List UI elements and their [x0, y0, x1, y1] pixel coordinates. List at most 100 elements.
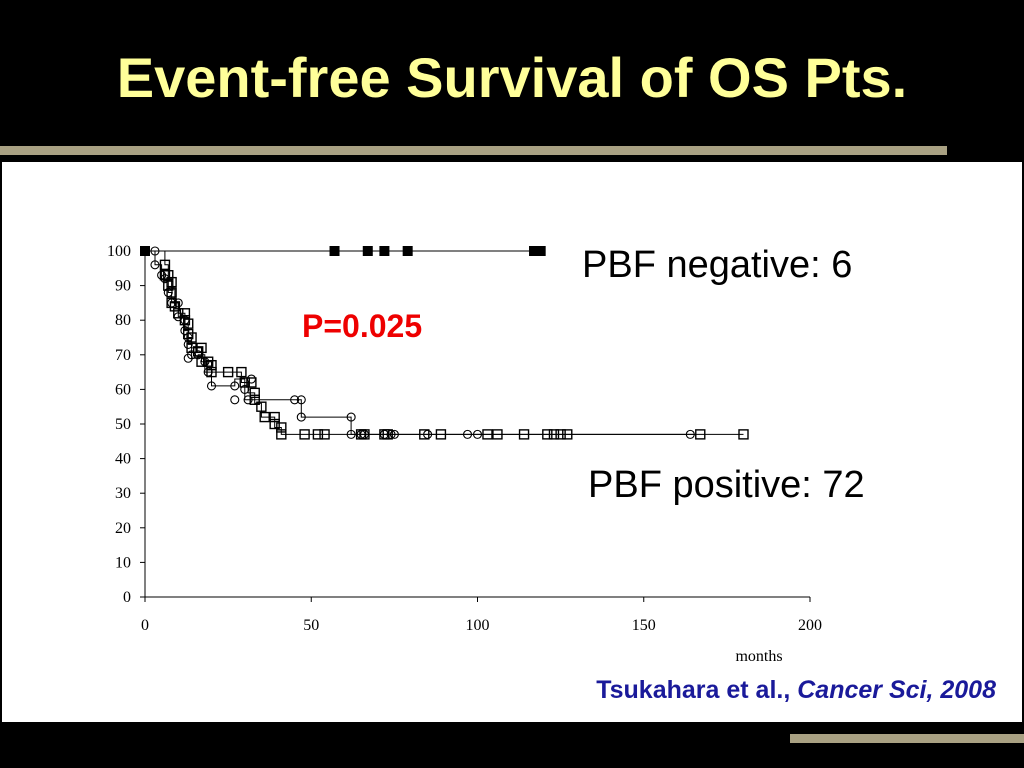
- open-square-marker: [202, 356, 214, 367]
- open-circle-marker: [685, 429, 695, 439]
- open-square-marker: [276, 429, 287, 440]
- open-square-marker: [239, 377, 250, 388]
- y-tick-label: 0: [123, 589, 131, 606]
- open-circle-marker: [346, 429, 356, 439]
- open-square-marker: [299, 429, 310, 440]
- open-square-marker: [196, 356, 207, 367]
- open-square-marker: [166, 276, 177, 288]
- title-underline-bar: [0, 146, 947, 155]
- y-tick-label: 90: [115, 278, 131, 295]
- open-circle-marker: [187, 350, 197, 360]
- open-square-marker: [169, 301, 181, 312]
- open-square-marker: [206, 366, 217, 378]
- open-circle-marker: [230, 381, 240, 391]
- x-tick-label: 0: [141, 617, 149, 634]
- y-tick-label: 40: [115, 451, 131, 468]
- open-square-marker: [419, 429, 430, 440]
- filled-square-marker: [529, 246, 540, 256]
- y-tick-label: 80: [115, 312, 131, 329]
- y-tick-label: 50: [115, 416, 131, 433]
- slide-title: Event-free Survival of OS Pts.: [116, 46, 908, 109]
- filled-square-marker: [329, 246, 340, 256]
- open-square-marker: [246, 377, 257, 388]
- open-square-marker: [236, 366, 247, 378]
- open-square-marker: [518, 429, 530, 440]
- open-square-marker: [166, 287, 177, 298]
- open-square-marker: [183, 318, 194, 329]
- open-square-marker: [435, 429, 447, 440]
- open-circle-marker: [389, 429, 399, 439]
- open-square-marker: [555, 429, 566, 440]
- citation-journal: Cancer Sci, 2008: [797, 676, 996, 704]
- open-square-marker: [163, 280, 174, 291]
- citation: Tsukahara et al., Cancer Sci, 2008: [596, 676, 996, 705]
- open-circle-marker: [290, 395, 300, 405]
- open-square-marker: [359, 429, 370, 440]
- open-circle-marker: [472, 429, 483, 439]
- p-value-label: P=0.025: [302, 308, 423, 344]
- open-square-marker: [186, 332, 197, 343]
- open-circle-marker: [296, 395, 306, 405]
- citation-authors: Tsukahara et al.,: [596, 676, 791, 704]
- open-square-marker: [562, 429, 573, 440]
- open-square-marker: [163, 270, 174, 281]
- survival-chart: 0 10 20 30 40 50 60 70 80 90 100 0 50 100 150 200 month…: [107, 243, 822, 665]
- open-square-marker: [192, 346, 204, 357]
- filled-square-marker: [379, 246, 390, 256]
- open-square-marker: [186, 342, 197, 354]
- open-square-marker: [276, 422, 287, 433]
- open-circle-marker: [296, 412, 306, 422]
- open-square-marker: [173, 308, 184, 319]
- y-tick-label: 70: [115, 347, 131, 364]
- open-square-marker: [482, 429, 493, 440]
- axes: 0 10 20 30 40 50 60 70 80 90 100 0 50 100 150 200: [107, 243, 822, 634]
- open-circle-marker: [240, 384, 250, 394]
- x-tick-label: 100: [466, 617, 490, 634]
- filled-square-marker: [402, 246, 413, 256]
- open-circle-marker: [150, 260, 160, 270]
- open-square-marker: [312, 429, 324, 440]
- x-axis-title: months: [735, 648, 782, 665]
- open-square-marker: [179, 314, 191, 326]
- open-square-marker: [319, 429, 330, 440]
- open-square-marker: [249, 387, 260, 399]
- series-2-curve: [145, 250, 744, 435]
- open-square-marker: [196, 342, 207, 354]
- open-square-marker: [695, 429, 706, 440]
- open-square-marker: [179, 308, 191, 319]
- x-tick-label: 200: [798, 617, 822, 634]
- filled-square-marker: [140, 246, 150, 256]
- open-square-marker: [492, 429, 503, 440]
- open-square-marker: [382, 429, 393, 440]
- open-square-marker: [222, 366, 234, 378]
- x-tick-label: 150: [632, 617, 656, 634]
- x-tick-label: 50: [303, 617, 319, 634]
- open-circle-marker: [183, 339, 193, 349]
- open-square-marker: [256, 401, 267, 412]
- open-circle-marker: [173, 298, 183, 308]
- open-square-marker: [738, 429, 749, 440]
- censor-markers: [140, 246, 749, 440]
- pbf-positive-label: PBF positive: 72: [588, 464, 865, 506]
- open-square-marker: [206, 359, 217, 371]
- open-square-marker: [183, 328, 194, 340]
- open-square-marker: [159, 259, 171, 271]
- open-square-marker: [542, 429, 553, 440]
- open-circle-marker: [230, 395, 240, 405]
- open-square-marker: [259, 411, 270, 423]
- filled-square-marker: [362, 246, 373, 256]
- y-tick-label: 30: [115, 485, 131, 502]
- open-square-marker: [249, 394, 260, 405]
- open-circle-marker: [150, 246, 160, 256]
- open-circle-marker: [462, 429, 473, 439]
- open-circle-marker: [206, 381, 217, 391]
- open-square-marker: [269, 418, 280, 430]
- open-square-marker: [269, 411, 280, 423]
- bottom-accent-bar: [790, 734, 1024, 743]
- open-square-marker: [166, 297, 177, 309]
- y-tick-label: 20: [115, 520, 131, 537]
- y-tick-label: 10: [115, 554, 131, 571]
- open-circle-marker: [346, 412, 356, 422]
- filled-square-marker: [535, 246, 546, 256]
- pbf-negative-label: PBF negative: 6: [582, 244, 853, 286]
